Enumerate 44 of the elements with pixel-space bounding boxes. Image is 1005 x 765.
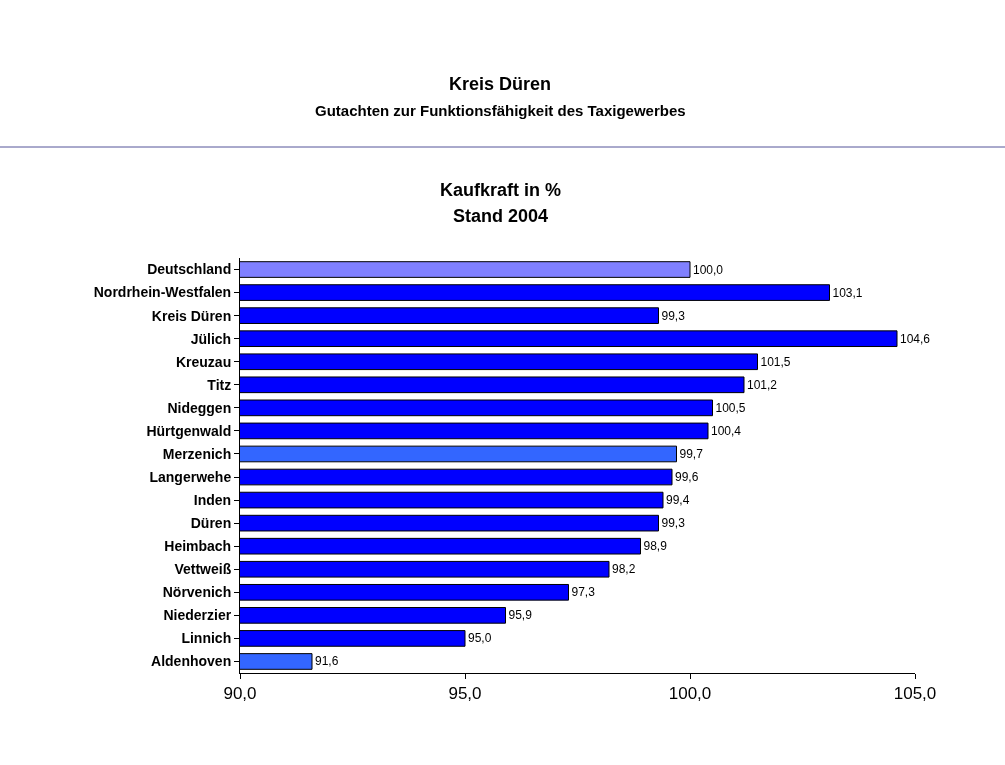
- y-tick-label: Kreis Düren: [151, 307, 232, 324]
- x-tick-label: 105,0: [893, 684, 937, 704]
- data-label: 99,4: [666, 493, 690, 508]
- chart-subtitle: Gutachten zur Funktionsfähigkeit des Taxigewerbes: [315, 102, 686, 119]
- data-label: 95,0: [468, 631, 492, 646]
- data-label: 101,2: [747, 377, 778, 392]
- chart-title: Kreis Düren: [449, 74, 552, 94]
- data-label: 99,3: [661, 516, 686, 531]
- y-tick-label: Deutschland: [147, 261, 232, 278]
- text: Stand 2004: [453, 206, 549, 226]
- y-tick-label: Hürtgenwald: [146, 422, 232, 439]
- text: Kaufkraft in %: [440, 180, 562, 200]
- y-tick-label: Inden: [193, 491, 232, 508]
- data-label: 100,5: [715, 400, 746, 415]
- data-label: 100,4: [711, 423, 742, 438]
- data-label: 100,0: [693, 262, 724, 277]
- y-tick-label: Linnich: [181, 630, 232, 647]
- y-tick-label: Heimbach: [164, 538, 232, 555]
- y-tick-label: Niederzier: [163, 607, 232, 624]
- data-label: 104,6: [900, 331, 931, 346]
- data-label: 103,1: [832, 285, 863, 300]
- data-label: 95,9: [508, 608, 533, 623]
- y-tick-label: Langerwehe: [149, 468, 232, 485]
- data-label: 98,9: [643, 539, 668, 554]
- data-label: 99,6: [675, 470, 699, 485]
- data-label: 99,7: [679, 446, 704, 461]
- data-label: 97,3: [571, 585, 596, 600]
- y-tick-label: Nideggen: [167, 399, 232, 416]
- y-tick-label: Titz: [207, 376, 232, 393]
- y-tick-label: Merzenich: [162, 445, 232, 462]
- y-tick-label: Jülich: [190, 330, 232, 347]
- data-label: 91,6: [315, 654, 339, 669]
- data-label: 101,5: [760, 354, 791, 369]
- x-tick-label: 95,0: [448, 684, 482, 704]
- data-label: 98,2: [612, 562, 636, 577]
- data-label: 99,3: [661, 308, 686, 323]
- y-tick-label: Nörvenich: [162, 584, 232, 601]
- y-tick-label: Düren: [190, 515, 232, 532]
- y-tick-label: Kreuzau: [175, 353, 232, 370]
- x-tick-label: 90,0: [223, 684, 257, 704]
- y-tick-label: Vettweiß: [174, 561, 232, 578]
- y-tick-label: Aldenhoven: [151, 653, 232, 670]
- y-tick-label: Nordrhein-Westfalen: [93, 284, 232, 301]
- x-tick-label: 100,0: [668, 684, 712, 704]
